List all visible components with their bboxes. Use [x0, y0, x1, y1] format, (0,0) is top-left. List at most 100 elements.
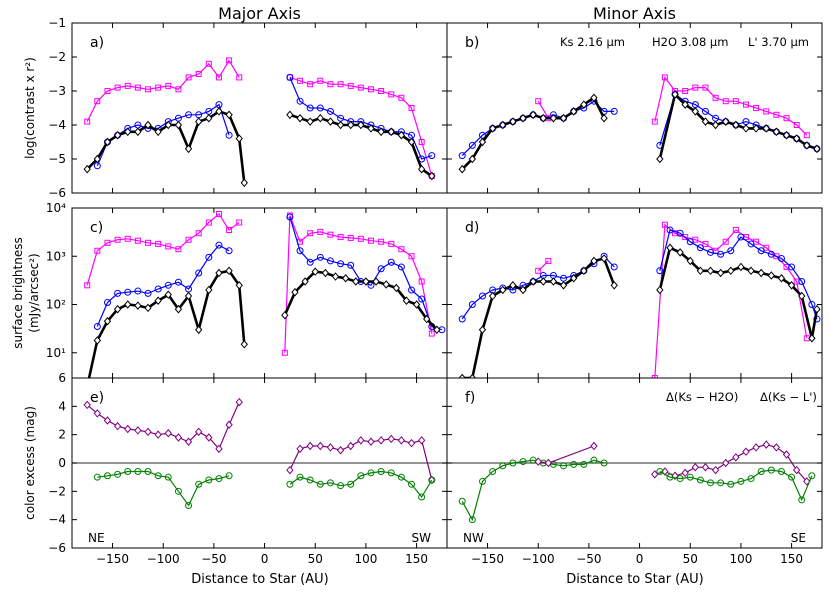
- data-point: [347, 82, 354, 89]
- series-group: [84, 211, 446, 378]
- series-line: [87, 269, 246, 378]
- data-point: [347, 234, 354, 241]
- data-point: [225, 472, 233, 480]
- data-point: [509, 459, 517, 467]
- data-point: [468, 516, 476, 524]
- data-point: [509, 281, 517, 290]
- data-point: [519, 458, 527, 466]
- series: [656, 90, 821, 164]
- data-point: [164, 428, 172, 438]
- x-tick-label: 50: [308, 552, 323, 566]
- data-point: [306, 476, 314, 484]
- data-point: [707, 248, 715, 256]
- data-point: [164, 281, 172, 289]
- series-line: [659, 469, 813, 502]
- y-axis-label: surface brightness (mJy/arcsec²): [11, 237, 41, 348]
- series-line: [538, 445, 595, 464]
- series: [83, 107, 248, 188]
- data-point: [610, 107, 618, 115]
- data-point: [185, 111, 193, 119]
- axes-frame: [71, 22, 448, 194]
- data-point: [535, 267, 542, 274]
- data-point: [94, 98, 101, 105]
- data-point: [337, 482, 345, 490]
- data-point: [418, 139, 425, 145]
- data-point: [747, 475, 755, 483]
- data-point: [291, 287, 299, 297]
- data-point: [205, 253, 213, 261]
- data-point: [124, 235, 131, 242]
- data-point: [195, 427, 203, 437]
- data-point: [468, 301, 476, 309]
- data-point: [113, 130, 122, 140]
- data-point: [144, 427, 152, 437]
- data-point: [706, 266, 715, 276]
- y-tick-label: −3: [48, 84, 66, 98]
- data-point: [124, 468, 132, 475]
- y-tick-label: −6: [48, 186, 66, 200]
- data-point: [600, 459, 608, 467]
- series-line: [659, 229, 818, 320]
- data-point: [696, 266, 705, 276]
- y-tick-label: −2: [48, 50, 66, 64]
- data-point: [707, 479, 715, 487]
- data-point: [489, 468, 497, 475]
- series: [535, 257, 552, 274]
- data-point: [164, 290, 172, 299]
- data-point: [175, 246, 182, 253]
- x-tick-label: −150: [471, 552, 504, 566]
- data-point: [732, 453, 740, 462]
- data-point: [397, 473, 405, 481]
- data-point: [686, 256, 694, 266]
- data-point: [686, 473, 694, 481]
- data-point: [722, 458, 730, 468]
- data-point: [813, 144, 821, 154]
- series: [458, 456, 608, 524]
- data-point: [316, 113, 324, 123]
- data-point: [164, 473, 172, 481]
- data-point: [418, 436, 426, 445]
- series: [458, 97, 618, 160]
- data-point: [559, 113, 568, 123]
- y-axis-label-line: surface brightness: [11, 237, 25, 348]
- series-group: [83, 57, 436, 188]
- data-point: [535, 98, 542, 105]
- data-point: [787, 281, 796, 290]
- data-point: [205, 113, 213, 123]
- data-point: [488, 291, 497, 301]
- series: [651, 221, 810, 378]
- panel-b: b) Ks 2.16 µm H2O 3.08 µm L' 3.70 µm Minor A…: [446, 4, 823, 194]
- y-tick-label: 10⁴: [46, 201, 66, 215]
- data-point: [114, 470, 122, 478]
- data-point: [225, 266, 233, 276]
- data-point: [347, 120, 355, 130]
- data-point: [423, 314, 431, 324]
- data-point: [83, 164, 91, 174]
- series-line: [654, 443, 808, 482]
- data-point: [392, 283, 400, 293]
- data-point: [225, 110, 233, 120]
- data-point: [286, 110, 294, 120]
- data-point: [702, 240, 709, 247]
- data-point: [408, 105, 415, 111]
- data-point: [154, 285, 162, 293]
- panel-label: e): [90, 390, 104, 406]
- data-point: [357, 120, 365, 130]
- data-point: [676, 475, 684, 483]
- data-point: [387, 127, 395, 137]
- data-point: [808, 301, 816, 309]
- data-point: [84, 118, 91, 125]
- data-point: [397, 436, 406, 445]
- x-tick-label: −150: [96, 552, 129, 566]
- data-point: [134, 301, 142, 310]
- data-point: [676, 248, 684, 257]
- data-point: [408, 286, 416, 294]
- data-point: [286, 465, 294, 475]
- series-group: [458, 74, 821, 174]
- data-point: [114, 289, 122, 297]
- data-point: [317, 228, 324, 235]
- data-point: [716, 268, 725, 278]
- data-point: [103, 316, 112, 326]
- data-point: [767, 271, 775, 280]
- panel-d: d): [446, 207, 823, 379]
